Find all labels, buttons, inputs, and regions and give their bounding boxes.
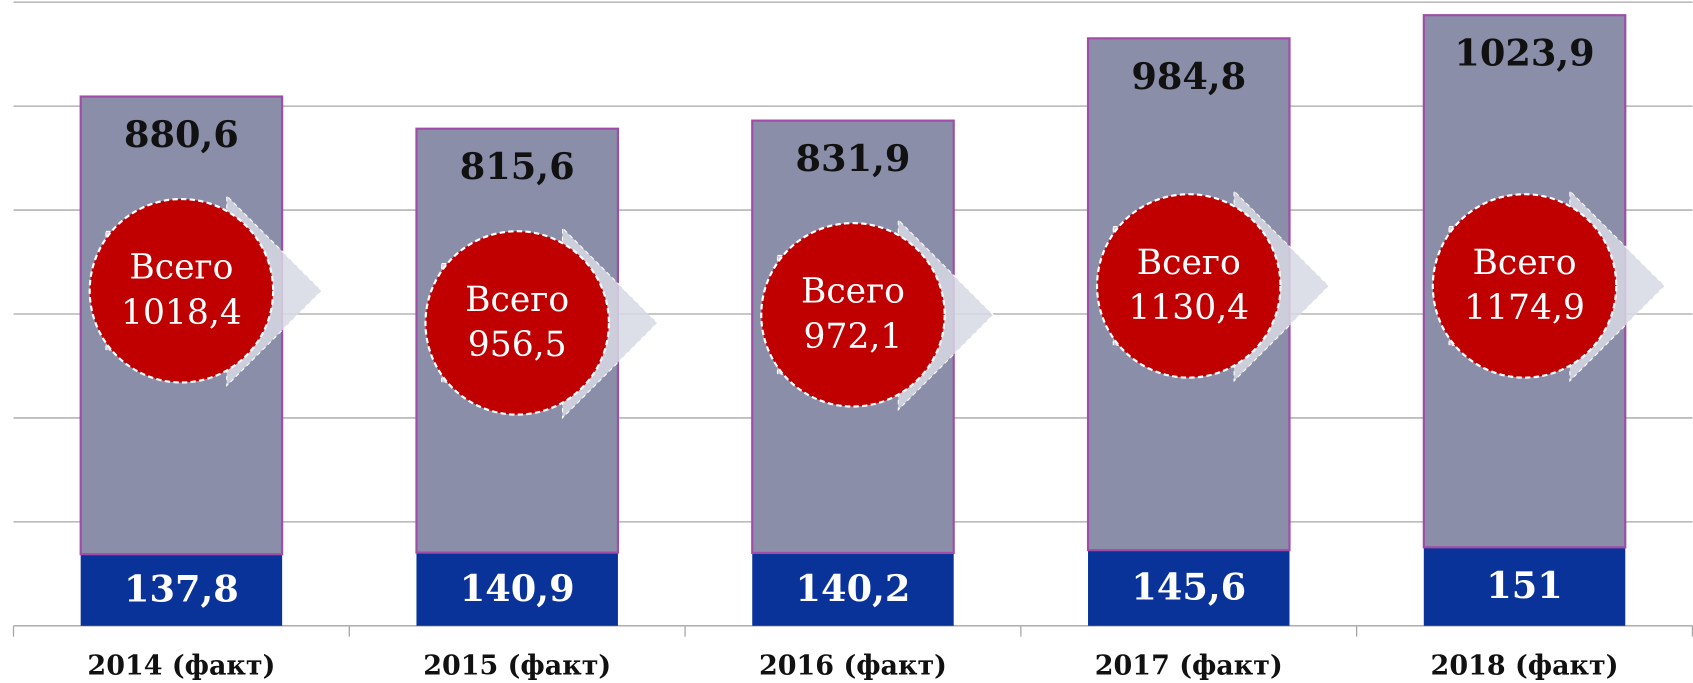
bar-label: 831,9 [796, 137, 911, 180]
x-tick-label: 2015 (факт) [423, 650, 611, 681]
bar-label: 145,6 [1131, 566, 1246, 609]
x-tick-label: 2017 (факт) [1095, 650, 1283, 681]
total-label: 1130,4 [1128, 288, 1249, 328]
bar-segment [416, 552, 618, 626]
bar-label: 1023,9 [1454, 32, 1594, 75]
total-name: Всего [129, 248, 233, 288]
total-marker [1431, 193, 1618, 379]
bar-segment [80, 554, 283, 626]
bar-label: 140,2 [796, 567, 911, 610]
total-marker [424, 230, 610, 416]
x-tick-label: 2014 (факт) [87, 650, 275, 681]
total-label: 972,1 [804, 317, 903, 357]
x-tick-label: 2016 (факт) [759, 650, 947, 681]
total-label: 956,5 [468, 325, 567, 365]
bar-segment [752, 552, 954, 626]
total-name: Всего [465, 280, 569, 320]
total-marker [760, 222, 946, 408]
bar-label: 815,6 [460, 145, 575, 188]
bar-label: 880,6 [124, 113, 239, 156]
total-marker [1095, 193, 1282, 379]
bar-segment [1088, 550, 1290, 626]
bar-label: 984,8 [1131, 55, 1246, 98]
total-marker [88, 197, 275, 384]
total-label: 1174,9 [1464, 288, 1585, 328]
total-name: Всего [1137, 243, 1241, 283]
total-name: Всего [1473, 243, 1577, 283]
x-tick-label: 2018 (факт) [1431, 650, 1619, 681]
total-label: 1018,4 [121, 293, 242, 333]
bar-segment [1423, 547, 1626, 626]
bar-label: 151 [1486, 564, 1563, 607]
total-name: Всего [801, 272, 905, 312]
bar-label: 140,9 [460, 567, 575, 610]
bar-label: 137,8 [124, 568, 239, 611]
